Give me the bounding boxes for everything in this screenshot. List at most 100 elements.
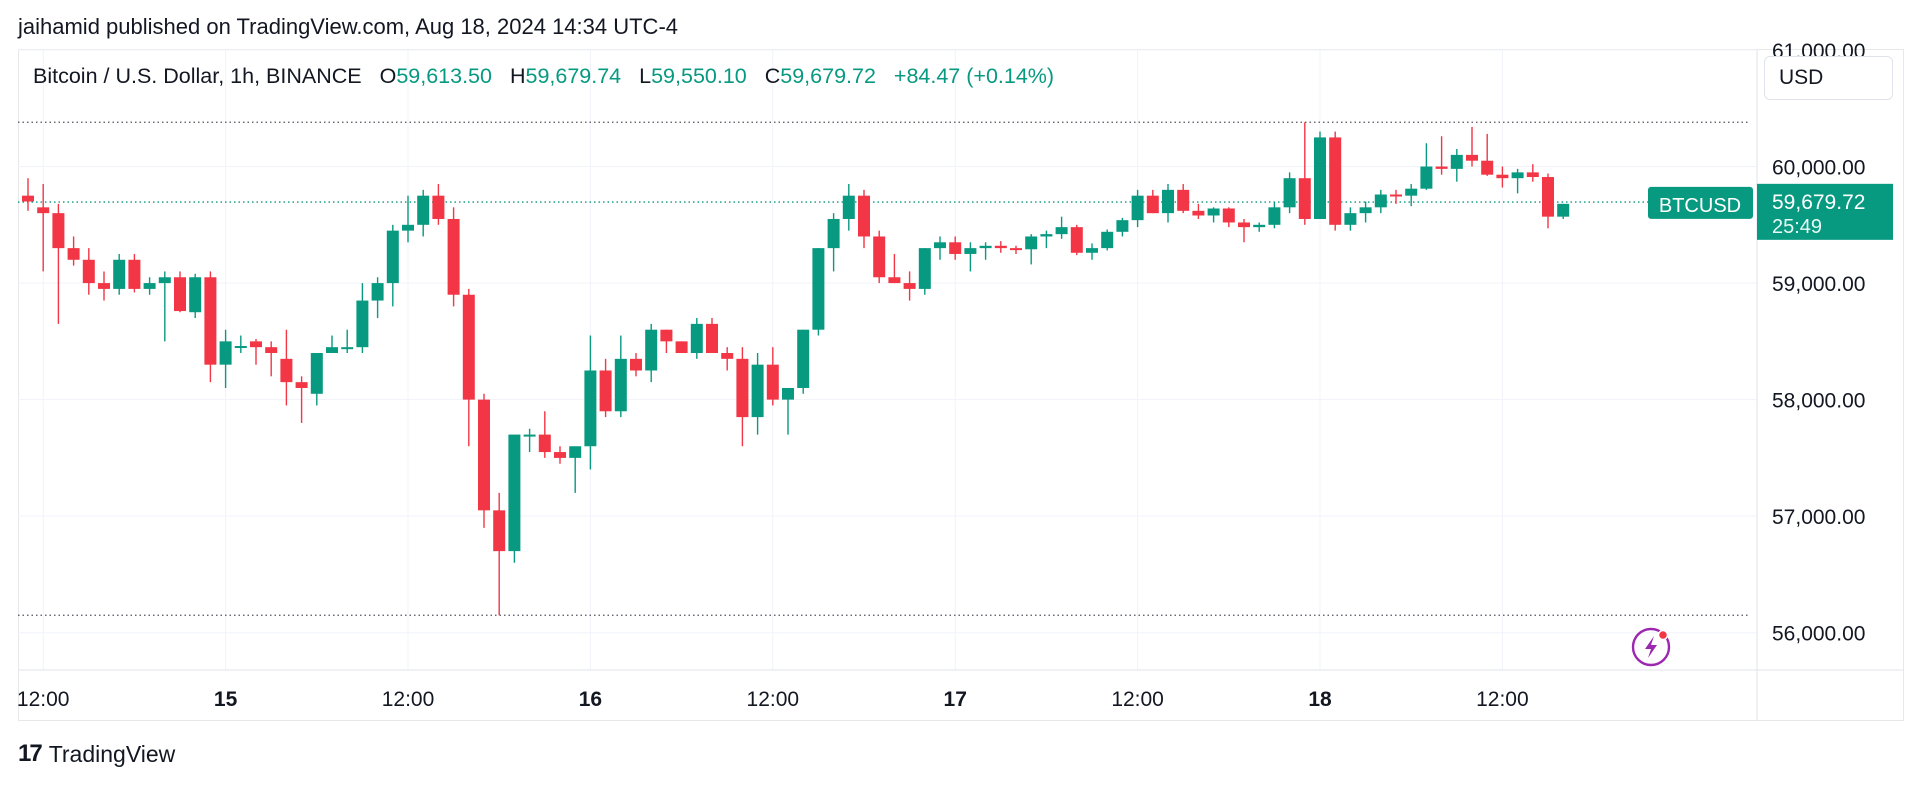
candle-body[interactable] (766, 364, 779, 400)
candle-body[interactable] (1420, 166, 1433, 189)
candle-body[interactable] (1207, 208, 1220, 216)
candle-body[interactable] (1025, 236, 1038, 250)
candle-body[interactable] (67, 248, 80, 260)
candle-body[interactable] (782, 387, 794, 400)
candle-body[interactable] (52, 213, 65, 249)
candle-body[interactable] (797, 329, 810, 388)
candle-body[interactable] (1268, 207, 1281, 225)
candle-body[interactable] (1557, 203, 1570, 217)
candle-body[interactable] (432, 195, 445, 219)
candle-body[interactable] (1390, 194, 1402, 197)
candle-body[interactable] (523, 434, 536, 437)
candle-body[interactable] (234, 346, 247, 349)
candle-body[interactable] (964, 248, 977, 254)
candle-body[interactable] (599, 370, 612, 412)
candle-body[interactable] (736, 358, 749, 418)
candle-body[interactable] (949, 242, 962, 254)
candle-body[interactable] (1344, 213, 1357, 225)
candle-body[interactable] (1086, 248, 1098, 253)
candle-body[interactable] (22, 195, 34, 202)
candle-body[interactable] (554, 452, 566, 458)
candle-body[interactable] (250, 341, 262, 348)
candle-body[interactable] (462, 294, 475, 400)
candle-body[interactable] (174, 277, 186, 312)
candle-body[interactable] (934, 242, 946, 249)
candle-body[interactable] (645, 329, 658, 371)
candle-body[interactable] (873, 236, 886, 278)
candle-body[interactable] (143, 283, 156, 289)
candle-body[interactable] (37, 207, 50, 214)
candle-body[interactable] (690, 323, 703, 354)
candle-body[interactable] (1496, 174, 1509, 179)
candle-body[interactable] (751, 364, 764, 418)
candle-body[interactable] (721, 353, 734, 359)
candle-body[interactable] (265, 347, 278, 354)
candle-body[interactable] (1010, 248, 1022, 251)
candle-body[interactable] (158, 277, 171, 284)
candle-body[interactable] (1192, 210, 1205, 216)
candle-body[interactable] (1055, 227, 1068, 235)
candle-body[interactable] (113, 259, 126, 289)
candle-body[interactable] (1329, 137, 1342, 225)
candle-body[interactable] (204, 277, 217, 365)
candle-body[interactable] (1040, 234, 1053, 237)
candle-body[interactable] (660, 329, 673, 342)
candle-body[interactable] (1374, 194, 1387, 208)
candle-body[interactable] (1542, 177, 1554, 217)
candle-body[interactable] (1481, 160, 1494, 175)
candle-body[interactable] (1162, 189, 1174, 214)
candle-body[interactable] (98, 283, 110, 289)
candle-body[interactable] (994, 245, 1007, 249)
candle-body[interactable] (1511, 172, 1524, 179)
candle-body[interactable] (979, 245, 992, 249)
candle-body[interactable] (417, 195, 430, 225)
candle-body[interactable] (903, 283, 916, 289)
candle-body[interactable] (842, 195, 855, 219)
candle-body[interactable] (219, 341, 232, 365)
candle-body[interactable] (1222, 208, 1235, 223)
candle-body[interactable] (478, 399, 490, 511)
candle-body[interactable] (614, 358, 627, 412)
candle-body[interactable] (356, 300, 369, 348)
candle-body[interactable] (189, 277, 202, 313)
tradingview-logo[interactable]: 17 TradingView (18, 740, 175, 768)
candle-body[interactable] (493, 510, 506, 552)
candle-body[interactable] (295, 382, 308, 388)
candle-body[interactable] (888, 277, 901, 284)
flash-icon[interactable] (1631, 627, 1671, 667)
symbol-price-tag[interactable] (1648, 186, 1753, 219)
candle-body[interactable] (584, 370, 597, 447)
candle-body[interactable] (1526, 172, 1539, 178)
candle-body[interactable] (1131, 195, 1144, 221)
candle-body[interactable] (1177, 189, 1190, 211)
candle-body[interactable] (280, 358, 293, 383)
currency-selector[interactable]: USD (1764, 56, 1893, 100)
candle-body[interactable] (371, 283, 384, 301)
candle-body[interactable] (918, 248, 931, 289)
candle-body[interactable] (128, 259, 141, 289)
candle-body[interactable] (1283, 178, 1296, 208)
candle-body[interactable] (326, 347, 338, 354)
candle-body[interactable] (827, 218, 840, 249)
candle-body[interactable] (386, 230, 399, 284)
candle-body[interactable] (1253, 224, 1266, 228)
candle-body[interactable] (675, 341, 688, 354)
candle-body[interactable] (630, 358, 642, 371)
candle-body[interactable] (1070, 227, 1083, 253)
candle-body[interactable] (1359, 207, 1372, 214)
candle-body[interactable] (341, 347, 354, 350)
candle-body[interactable] (858, 195, 870, 237)
candle-body[interactable] (447, 218, 460, 295)
candle-body[interactable] (706, 323, 718, 354)
candle-body[interactable] (1238, 222, 1250, 228)
candle-body[interactable] (569, 446, 582, 458)
candle-body[interactable] (1298, 178, 1311, 219)
candle-body[interactable] (812, 248, 825, 330)
candle-body[interactable] (1101, 231, 1114, 249)
candle-body[interactable] (1314, 137, 1326, 219)
candle-body[interactable] (310, 353, 323, 394)
candle-body[interactable] (508, 434, 521, 552)
candle-body[interactable] (82, 259, 95, 284)
candle-body[interactable] (1405, 188, 1418, 196)
